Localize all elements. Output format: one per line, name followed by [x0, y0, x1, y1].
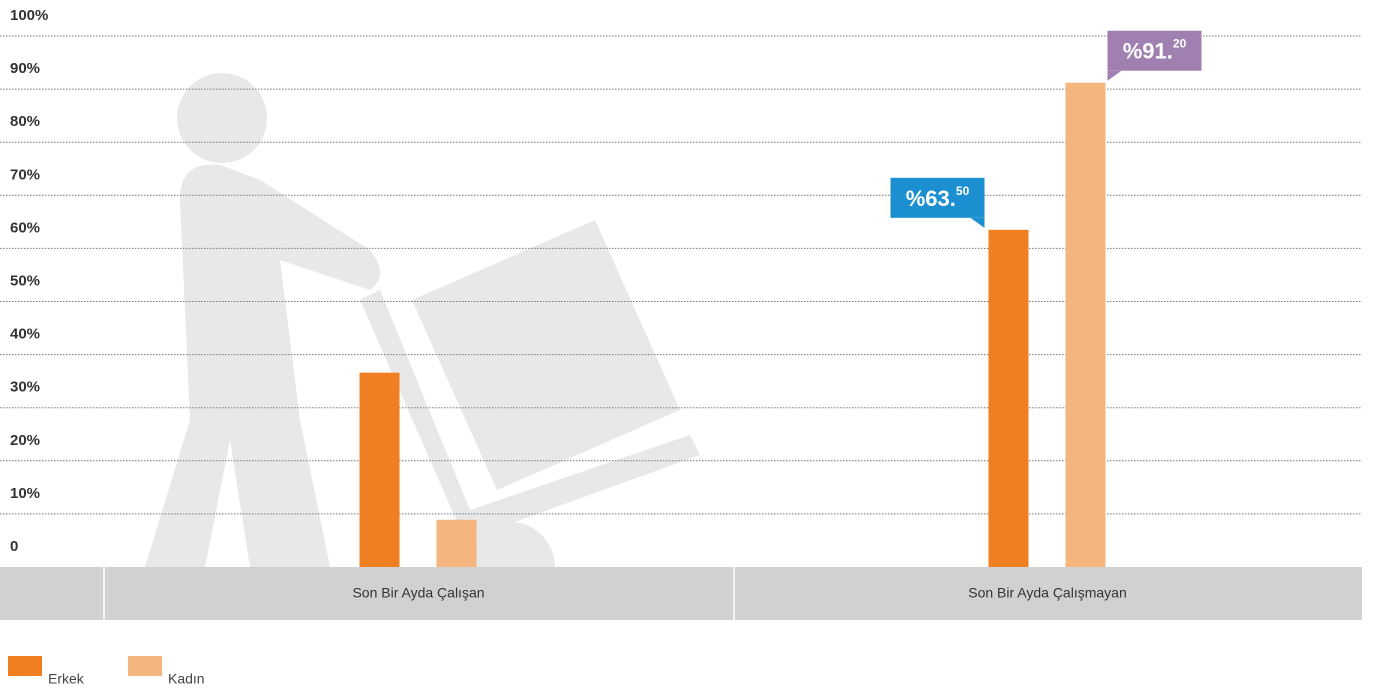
value-label-text: %91.20 — [1123, 37, 1187, 64]
y-tick-label: 10% — [10, 485, 40, 502]
x-tick-label: Son Bir Ayda Çalışan — [352, 585, 484, 601]
value-label-box — [890, 177, 985, 218]
y-tick-label: 60% — [10, 219, 40, 236]
background-illustration — [145, 73, 700, 612]
y-tick-label: 40% — [10, 326, 40, 343]
bar — [359, 372, 400, 567]
y-tick-label: 100% — [10, 7, 48, 24]
y-tick-label: 70% — [10, 166, 40, 183]
value-label-pointer — [1107, 70, 1122, 81]
y-tick-label: 20% — [10, 432, 40, 449]
legend-swatch — [128, 656, 162, 676]
category-band — [0, 567, 1362, 620]
y-tick-label: 50% — [10, 272, 40, 289]
x-tick-label: Son Bir Ayda Çalışmayan — [968, 585, 1127, 601]
value-label-pointer — [970, 217, 985, 228]
value-label-box — [1107, 30, 1202, 71]
legend-label: Kadın — [168, 671, 205, 687]
value-label-text: %63.50 — [906, 184, 970, 211]
y-tick-label: 90% — [10, 60, 40, 77]
bar — [436, 519, 477, 567]
value-label: %91.20 — [1107, 30, 1202, 81]
bar — [988, 229, 1029, 567]
y-tick-label: 30% — [10, 379, 40, 396]
bar — [1065, 82, 1106, 567]
y-tick-label: 0 — [10, 538, 18, 555]
legend-swatch — [8, 656, 42, 676]
y-tick-label: 80% — [10, 113, 40, 130]
value-label: %63.50 — [890, 177, 985, 228]
legend-label: Erkek — [48, 671, 85, 687]
